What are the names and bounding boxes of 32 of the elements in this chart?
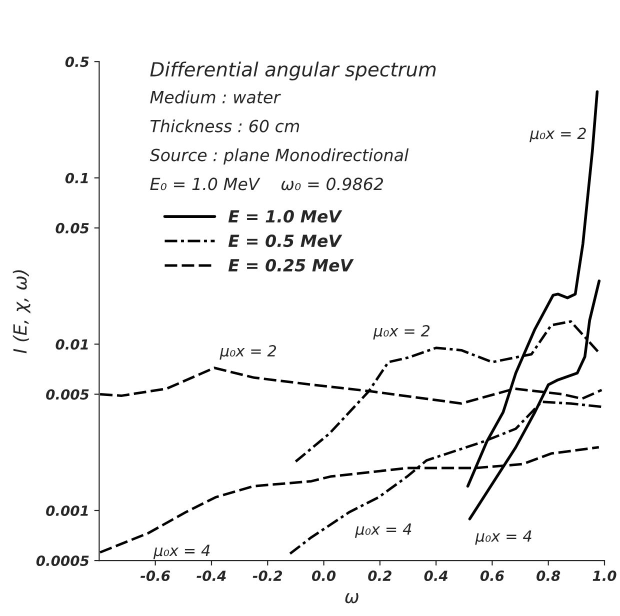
legend-label: E = 0.5 MeV [228,234,342,248]
x-tick-label: 0.0 [312,570,336,582]
annotation: μ₀x = 4 [475,530,532,545]
y-tick-label: 0.0005 [36,556,89,566]
y-axis-title: I (E, χ, ω) [12,270,30,354]
annotation: μ₀x = 2 [373,325,430,340]
y-tick-label: 0.001 [46,505,88,516]
y-tick-label: 0.005 [46,389,89,400]
x-tick-label: 1.0 [592,570,616,582]
annotation: μ₀x = 4 [153,544,210,560]
x-tick-label: 0.6 [480,570,504,582]
annotation: E₀ = 1.0 MeV ω₀ = 0.9862 [150,178,384,190]
x-tick-label: -0.6 [140,570,170,582]
y-tick-label: 0.05 [56,222,89,234]
annotation: μ₀x = 2 [530,128,586,142]
x-tick-label: 0.4 [424,570,448,582]
legend-label: E = 1.0 MeV [228,210,342,223]
annotation: Medium : water [150,90,281,104]
x-tick-label: -0.2 [252,570,282,582]
annotation: μ₀x = 2 [220,345,276,360]
legend-label: E = 0.25 MeV [228,258,354,272]
x-axis-title: ω [345,593,358,604]
x-tick-label: 0.2 [368,570,392,582]
annotation: μ₀x = 4 [354,524,412,538]
x-tick-label: 0.8 [536,570,560,582]
y-tick-label: 0.01 [56,339,88,350]
y-tick-label: 0.5 [65,56,89,68]
annotation: Source : plane Monodirectional [150,148,409,165]
y-tick-label: 0.1 [65,172,88,184]
x-tick-label: -0.4 [196,570,226,582]
annotation: Thickness : 60 cm [150,119,300,132]
chart-title: Differential angular spectrum [150,62,436,80]
